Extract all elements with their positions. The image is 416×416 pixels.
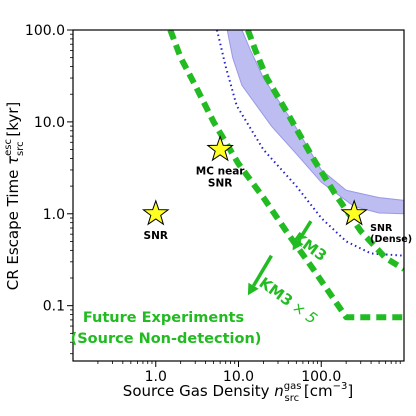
- x-axis-label: Source Gas Density ngas src [cm−3]: [123, 381, 353, 404]
- escape-time-band: [226, 30, 404, 215]
- y-tick-label-2: 10.0: [34, 115, 65, 131]
- arrow-km3x5: [247, 254, 273, 296]
- label-km3: KM3: [290, 229, 331, 265]
- green-dashed-curve-1: [245, 30, 404, 272]
- annotation-line-1: Future Experiments: [83, 310, 244, 326]
- marker-label-2: SNR (Dense): [370, 223, 412, 245]
- marker-star-1: [206, 135, 234, 162]
- green-dashed-curve-2: [167, 30, 404, 321]
- y-axis-label: CR Escape Time τescsrc [kyr]: [3, 102, 26, 291]
- y-tick-label-0: 0.1: [43, 299, 65, 315]
- marker-star-0: [141, 199, 170, 226]
- label-km3x5: KM3×5: [256, 274, 321, 328]
- x-tick-label-0: 1.0: [145, 369, 167, 385]
- annotation-line-2: (Source Non-detection): [71, 331, 262, 347]
- marker-star-2: [340, 199, 368, 226]
- x-tick-label-1: 10.0: [223, 369, 254, 385]
- marker-label-0: SNR: [144, 230, 168, 242]
- arrow-km3: [292, 220, 313, 251]
- x-tick-label-2: 100.0: [301, 369, 341, 385]
- y-tick-label-3: 100.0: [25, 23, 65, 39]
- y-tick-label-1: 1.0: [43, 207, 65, 223]
- blue-dotted-curve: [216, 30, 404, 257]
- plot-frame: [72, 29, 405, 362]
- marker-label-1: MC near SNR: [196, 166, 245, 190]
- annotation-future-experiments: Future Experiments (Source Non-detection…: [71, 310, 262, 347]
